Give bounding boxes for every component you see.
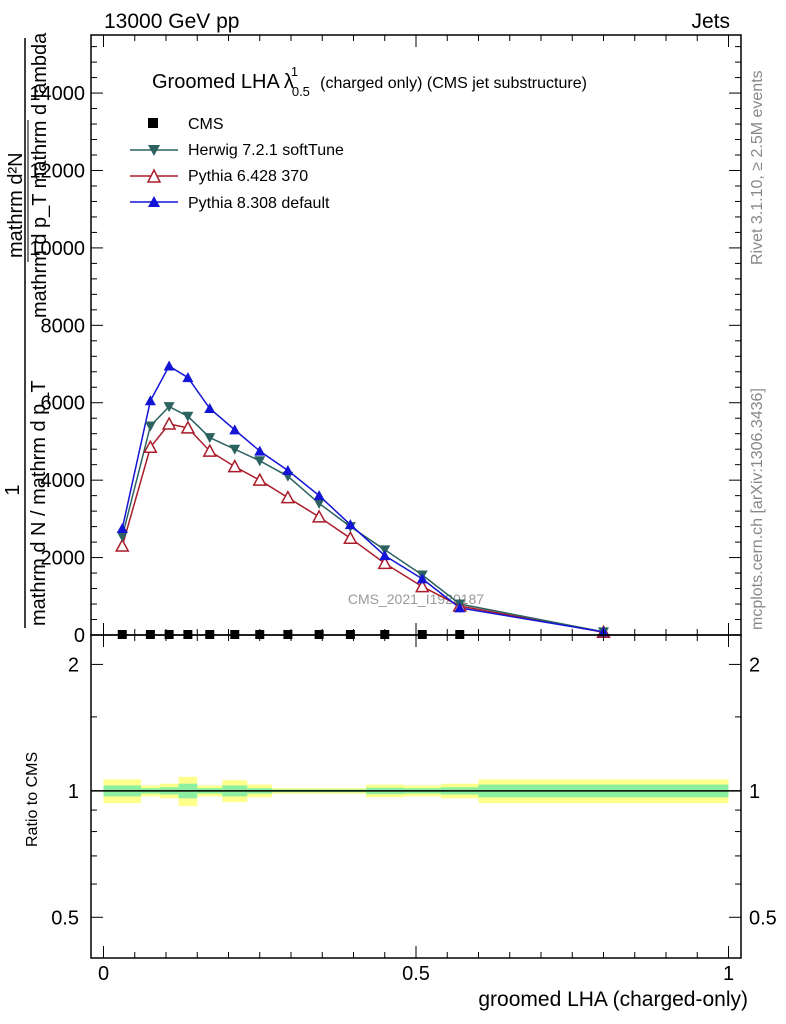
data-point-pythia6	[252, 472, 268, 486]
data-point-pythia8	[254, 445, 266, 456]
data-point-pythia6	[114, 538, 130, 552]
title-superscript: 1	[291, 64, 298, 79]
y-tick-label: 12000	[29, 160, 85, 182]
x-tick-label: 0	[98, 963, 109, 985]
data-point-herwig	[254, 456, 266, 467]
ratio-y-label: Ratio to CMS	[24, 752, 41, 847]
main-panel: CMS_2021_I1920187 0 2000 4000 6000 8000 10000…	[2, 32, 742, 647]
data-point-pythia6	[414, 579, 430, 593]
title-prefix: Groomed LHA	[152, 71, 280, 93]
title-lambda: λ	[284, 71, 294, 93]
data-point-herwig	[144, 421, 156, 432]
data-point-pythia8	[229, 424, 241, 435]
y-label-denominator: mathrm d p_T mathrm d lambda	[29, 32, 51, 318]
data-point-pythia8	[204, 403, 216, 414]
legend-marker-cms	[148, 118, 158, 128]
data-point-herwig	[182, 411, 194, 422]
legend: CMS Herwig 7.2.1 softTune Pythia 6.428 3…	[130, 116, 344, 212]
data-point-pythia6	[202, 443, 218, 457]
x-axis-label: groomed LHA (charged-only)	[478, 988, 748, 1011]
y-label-numerator: mathrm d²N	[5, 152, 27, 258]
data-point-pythia6	[377, 555, 393, 570]
y-label-lead: 1	[2, 484, 24, 495]
y-tick-label: 8000	[41, 315, 86, 337]
x-tick-label: 0.5	[402, 963, 430, 985]
main-y-label: 1 mathrm d N / mathrm d p_T mathrm d²N m…	[2, 32, 51, 628]
ratio-y-tick-label: 0.5	[51, 907, 79, 929]
legend-label-herwig: Herwig 7.2.1 softTune	[188, 142, 344, 159]
legend-label-cms: CMS	[188, 116, 224, 133]
legend-label-pythia8: Pythia 8.308 default	[188, 195, 330, 212]
data-point-pythia8	[313, 490, 325, 501]
ratio-y-tick-label-right: 0.5	[749, 907, 777, 929]
ratio-y-tick-label-right: 2	[749, 654, 760, 676]
data-point-pythia8	[182, 372, 194, 383]
y-tick-label: 14000	[29, 83, 85, 105]
watermark: CMS_2021_I1920187	[348, 591, 484, 607]
ratio-y-tick-label-right: 1	[749, 781, 760, 803]
data-point-pythia6	[180, 420, 196, 434]
data-point-pythia8	[163, 360, 175, 371]
legend-marker-pythia6	[146, 168, 162, 183]
chart-title: Groomed LHA λ0.5 1 (charged only) (CMS jet …	[152, 64, 587, 99]
data-point-pythia6	[311, 509, 327, 523]
data-point-pythia6	[343, 530, 358, 544]
legend-marker-pythia8	[148, 196, 160, 207]
y-tick-label: 0	[74, 625, 85, 647]
data-point-herwig	[163, 402, 175, 413]
data-point-pythia8	[454, 602, 466, 613]
data-point-pythia8	[379, 550, 391, 561]
data-point-pythia8	[144, 395, 156, 406]
data-point-pythia8	[416, 573, 428, 584]
title-subscript: 0.5	[292, 84, 310, 99]
data-point-pythia6	[161, 416, 177, 430]
mcplots-label: mcplots.cern.ch [arXiv:1306.3436]	[749, 388, 766, 630]
legend-label-pythia6: Pythia 6.428 370	[188, 168, 308, 185]
x-tick-label: 1	[723, 963, 734, 985]
data-point-pythia8	[282, 464, 294, 475]
data-point-herwig	[116, 531, 128, 542]
y-label-outer-numerator: mathrm d N / mathrm d p_T	[28, 380, 50, 626]
process-label: Jets	[691, 10, 730, 33]
y-tick-label: 10000	[29, 238, 85, 260]
y-tick-label: 6000	[41, 393, 86, 415]
title-suffix: (charged only) (CMS jet substructure)	[320, 75, 587, 92]
y-tick-label: 4000	[41, 470, 86, 492]
series-line-herwig	[121, 405, 604, 633]
energy-label: 13000 GeV pp	[104, 10, 239, 33]
rivet-label: Rivet 3.1.10, ≥ 2.5M events	[749, 70, 766, 265]
y-tick-label: 2000	[41, 548, 86, 570]
data-point-herwig	[229, 444, 241, 455]
ratio-y-tick-label: 1	[68, 781, 79, 803]
data-point-pythia8	[116, 523, 128, 534]
data-point-pythia6	[227, 459, 243, 473]
data-point-pythia6	[280, 490, 296, 504]
data-point-herwig	[204, 433, 216, 444]
data-point-pythia8	[344, 519, 356, 530]
ratio-y-tick-label: 2	[68, 654, 79, 676]
legend-marker-herwig	[148, 145, 160, 156]
ratio-panel: 0.5 0.5 1 1 2 2 0 0.5 1 Ratio to CMS groomed LH…	[24, 634, 777, 1011]
data-point-pythia6	[143, 439, 158, 454]
data-point-herwig	[313, 498, 325, 509]
